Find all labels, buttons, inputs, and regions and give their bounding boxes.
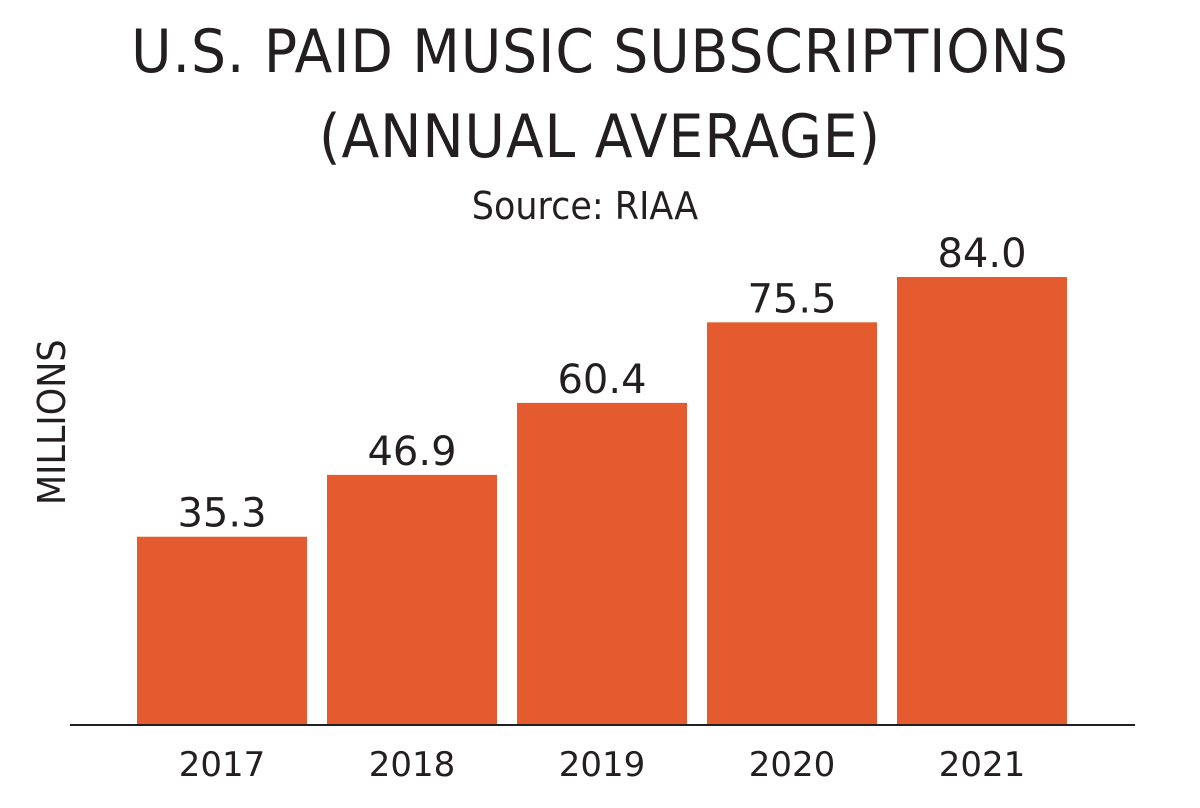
bar-2018 bbox=[327, 474, 497, 725]
x-tick-label-2020: 2020 bbox=[749, 745, 836, 785]
bar-2021 bbox=[897, 277, 1067, 725]
chart-source: Source: RIAA bbox=[471, 184, 699, 228]
data-label-2020: 75.5 bbox=[747, 276, 836, 322]
bars-group: 35.3 2017 46.9 2018 60.4 2019 75.5 2020 84.0 2021 bbox=[137, 231, 1067, 785]
x-tick-label-2021: 2021 bbox=[939, 745, 1026, 785]
data-label-2018: 46.9 bbox=[367, 429, 456, 475]
chart-subtitle: (ANNUAL AVERAGE) bbox=[318, 102, 882, 172]
chart-title: U.S. PAID MUSIC SUBSCRIPTIONS bbox=[131, 17, 1069, 87]
bar-2020 bbox=[707, 322, 877, 725]
data-label-2019: 60.4 bbox=[557, 357, 646, 403]
x-tick-label-2019: 2019 bbox=[559, 745, 646, 785]
x-tick-label-2017: 2017 bbox=[179, 745, 266, 785]
bar-2017 bbox=[137, 536, 307, 725]
x-tick-label-2018: 2018 bbox=[369, 745, 456, 785]
bar-2019 bbox=[517, 402, 687, 725]
data-label-2021: 84.0 bbox=[937, 231, 1026, 277]
data-label-2017: 35.3 bbox=[177, 491, 266, 537]
